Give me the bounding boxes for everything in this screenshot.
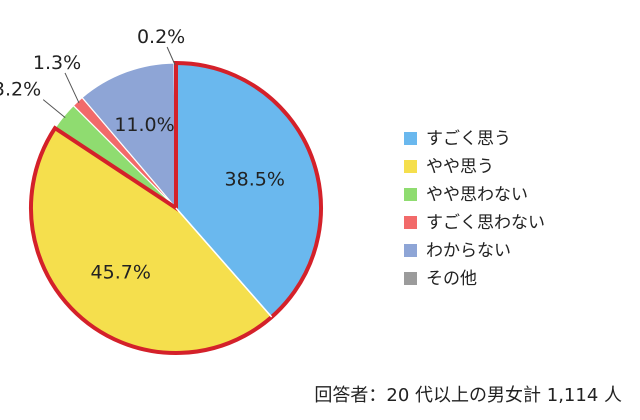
value-label-2: 45.7% bbox=[91, 261, 151, 283]
value-label-3: 3.2% bbox=[0, 79, 41, 101]
legend-swatch-3 bbox=[404, 188, 417, 201]
legend-label-4: すごく思わない bbox=[426, 213, 545, 233]
legend-swatch-2 bbox=[404, 160, 417, 173]
leader-line-6 bbox=[166, 46, 176, 66]
legend-label-2: やや思う bbox=[426, 157, 494, 177]
value-label-4: 1.3% bbox=[33, 52, 81, 74]
value-label-1: 38.5% bbox=[225, 168, 285, 190]
leader-line-4 bbox=[64, 72, 80, 104]
pie-value-labels: 38.5% 45.7% 3.2% 1.3% 11.0% 0.2% bbox=[0, 26, 285, 283]
value-label-5: 11.0% bbox=[114, 114, 174, 136]
legend-label-1: すごく思う bbox=[426, 129, 511, 149]
legend-swatch-1 bbox=[404, 132, 417, 145]
highlight-outline bbox=[29, 60, 323, 355]
legend-swatch-5 bbox=[404, 244, 417, 257]
legend-swatch-6 bbox=[404, 272, 417, 285]
leader-line-3 bbox=[42, 99, 66, 118]
legend-swatch-4 bbox=[404, 216, 417, 229]
legend-label-5: わからない bbox=[426, 241, 511, 261]
highlight-divider bbox=[175, 207, 273, 318]
respondents-note: 回答者：20 代以上の男女計 1,114 人 bbox=[314, 385, 622, 406]
legend-label-6: その他 bbox=[426, 269, 477, 289]
pie-highlight-outline bbox=[29, 60, 323, 355]
legend-label-3: やや思わない bbox=[426, 185, 528, 205]
pie-slice-5 bbox=[81, 62, 177, 210]
value-label-6: 0.2% bbox=[137, 26, 185, 48]
pie-leader-lines bbox=[42, 46, 176, 118]
